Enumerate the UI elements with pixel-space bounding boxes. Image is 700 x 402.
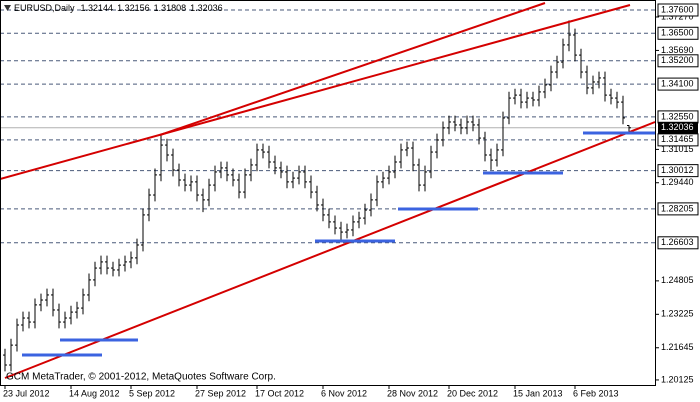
low-value: 1.31808 [154,3,187,13]
trend-line [4,121,656,379]
x-tick-label: 28 Nov 2012 [387,388,438,398]
plot-frame [0,0,656,386]
x-tick-label: 15 Jan 2013 [513,388,563,398]
header-icon [4,5,11,11]
level-box [657,54,699,68]
y-tick-label: 1.20125 [661,374,694,384]
y-tick-label: 1.24805 [661,275,694,285]
symbol: EURUSD,Daily [14,3,75,13]
y-tick-label: 1.35690 [661,45,694,55]
level-label: 1.36500 [661,28,694,38]
y-tick-label: 1.31015 [661,144,694,154]
level-box [657,133,699,147]
x-tick-label: 17 Oct 2012 [255,388,304,398]
watermark: GCM MetaTrader, © 2001-2012, MetaQuotes … [6,372,276,383]
x-tick-label: 23 Jul 2012 [3,388,50,398]
close-value: 1.32036 [190,3,223,13]
current-price-label: 1.32036 [661,122,694,132]
current-price-box [658,121,698,134]
y-tick-label: 1.21645 [661,342,694,352]
level-label: 1.37600 [661,4,694,14]
x-tick-label: 20 Dec 2012 [447,388,498,398]
level-label: 1.31465 [661,134,694,144]
x-tick-label: 6 Feb 2013 [573,388,619,398]
level-label: 1.32550 [661,111,694,121]
level-box [657,26,699,40]
header: EURUSD,Daily 1.32144 1.32156 1.31808 1.32036 [14,3,223,13]
level-label: 1.28205 [661,203,694,213]
high-value: 1.32156 [117,3,150,13]
x-tick-label: 14 Aug 2012 [69,388,120,398]
x-tick-label: 6 Nov 2012 [321,388,367,398]
level-label: 1.35200 [661,55,694,65]
axis: 1.372701.356901.310151.294401.248051.232… [3,3,699,398]
x-tick-label: 5 Sep 2012 [129,388,175,398]
level-box [657,236,699,250]
levels [0,9,656,244]
level-label: 1.26603 [661,237,694,247]
bars [3,20,631,372]
y-tick-label: 1.29440 [661,177,694,187]
x-tick-label: 27 Sep 2012 [195,388,246,398]
drawings [0,2,656,379]
trend-line [0,4,631,180]
level-box [657,3,699,17]
level-label: 1.30012 [661,165,694,175]
level-box [657,164,699,178]
y-tick-label: 1.23225 [661,309,694,319]
trend-line [159,2,546,136]
level-box [657,202,699,216]
open-value: 1.32144 [81,3,114,13]
level-box [657,77,699,91]
level-label: 1.34100 [661,78,694,88]
